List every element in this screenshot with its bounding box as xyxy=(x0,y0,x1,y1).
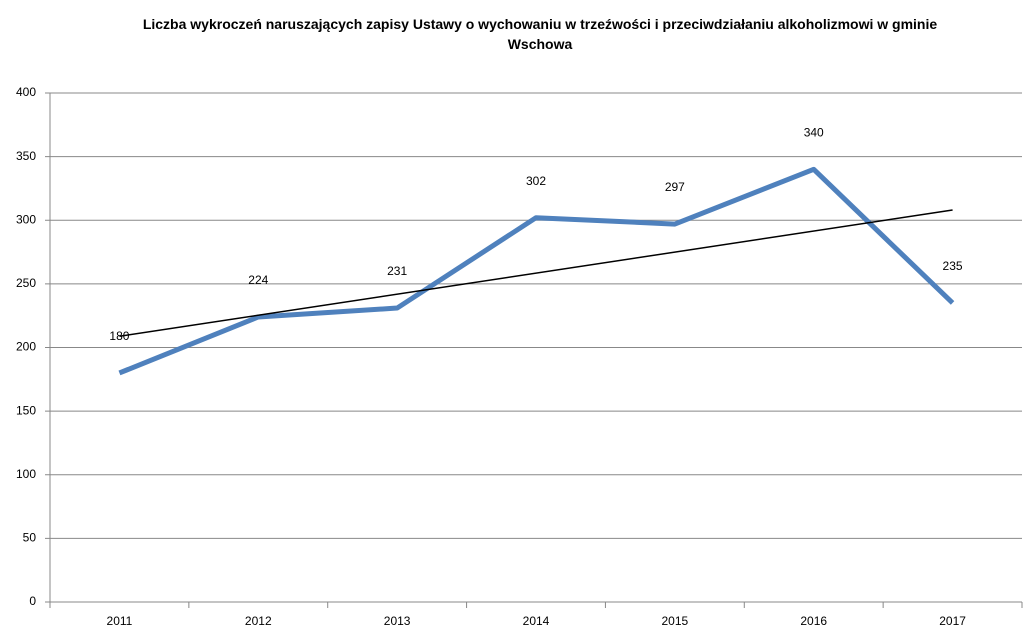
data-label: 297 xyxy=(665,180,685,194)
y-tick-label: 0 xyxy=(29,594,36,608)
x-tick-label: 2017 xyxy=(939,614,966,628)
y-tick-label: 250 xyxy=(16,276,36,290)
x-tick-label: 2013 xyxy=(384,614,411,628)
y-tick-label: 350 xyxy=(16,149,36,163)
y-tick-label: 300 xyxy=(16,212,36,226)
x-tick-label: 2016 xyxy=(800,614,827,628)
x-tick-label: 2014 xyxy=(523,614,550,628)
y-tick-label: 200 xyxy=(16,340,36,354)
data-line xyxy=(118,166,955,376)
y-tick-label: 50 xyxy=(23,531,37,545)
data-label: 231 xyxy=(387,264,407,278)
y-tick-label: 150 xyxy=(16,403,36,417)
y-tick-label: 400 xyxy=(16,85,36,99)
chart-title: Liczba wykroczeń naruszających zapisy Us… xyxy=(142,16,938,52)
data-label: 180 xyxy=(109,329,129,343)
x-tick-label: 2015 xyxy=(662,614,689,628)
data-label: 235 xyxy=(943,259,963,273)
y-tick-label: 100 xyxy=(16,467,36,481)
data-label: 340 xyxy=(804,126,824,140)
x-tick-label: 2012 xyxy=(245,614,272,628)
data-label: 302 xyxy=(526,174,546,188)
trend-line xyxy=(119,209,953,338)
x-tick-label: 2011 xyxy=(107,614,133,628)
data-label: 224 xyxy=(248,273,268,287)
